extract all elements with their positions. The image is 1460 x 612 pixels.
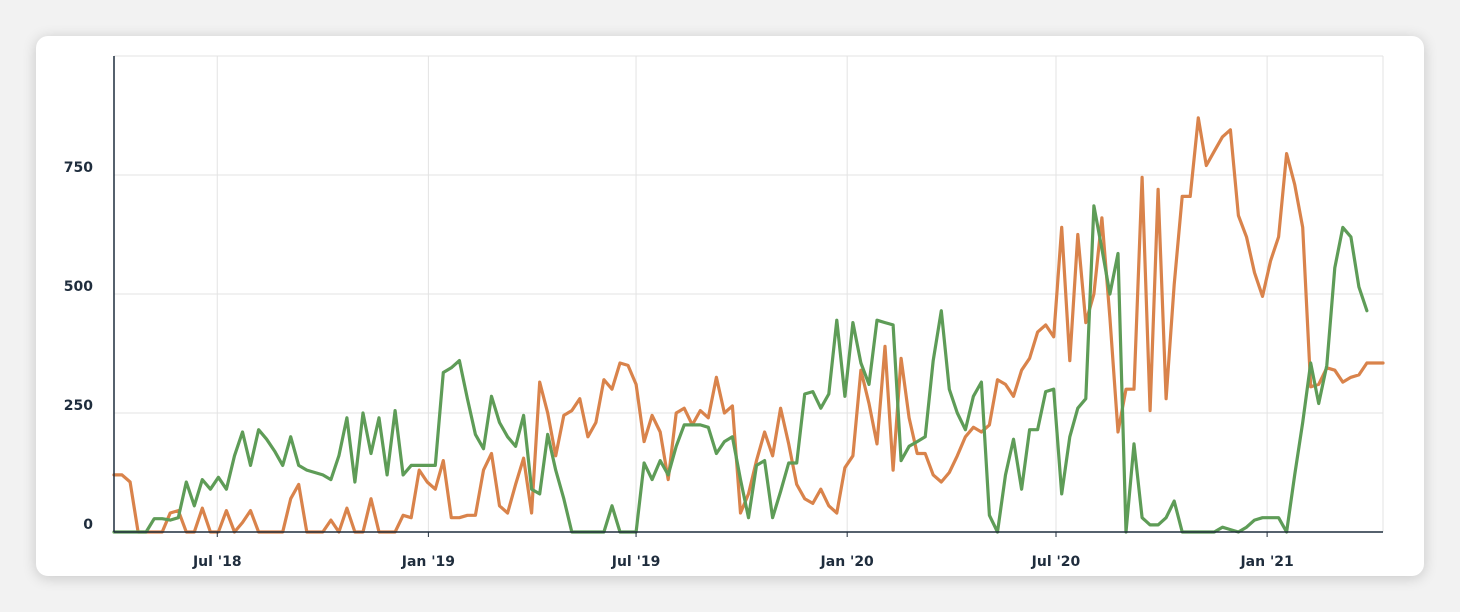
series-line-2	[112, 204, 1369, 534]
axes	[113, 56, 1383, 537]
series-line-1	[112, 116, 1385, 534]
series-lines	[112, 116, 1385, 534]
x-tick-label: Jul '18	[192, 554, 242, 570]
x-tick-label: Jul '20	[1031, 554, 1081, 570]
x-tick-label: Jan '20	[820, 554, 875, 570]
grid-lines	[114, 55, 1384, 532]
x-tick-label: Jan '21	[1239, 554, 1293, 570]
chart-card	[36, 36, 1424, 576]
x-tick-label: Jul '19	[611, 554, 661, 570]
x-tick-label: Jan '19	[401, 554, 455, 570]
y-tick-label: 500	[64, 279, 93, 295]
y-tick-label: 750	[64, 160, 93, 176]
y-tick-label: 0	[83, 517, 93, 533]
y-tick-label: 250	[64, 398, 93, 414]
tick-labels: 0 250 500 750 Jul '18 Jan '19 Jul '19 Jan '20 Ju…	[64, 160, 1294, 570]
